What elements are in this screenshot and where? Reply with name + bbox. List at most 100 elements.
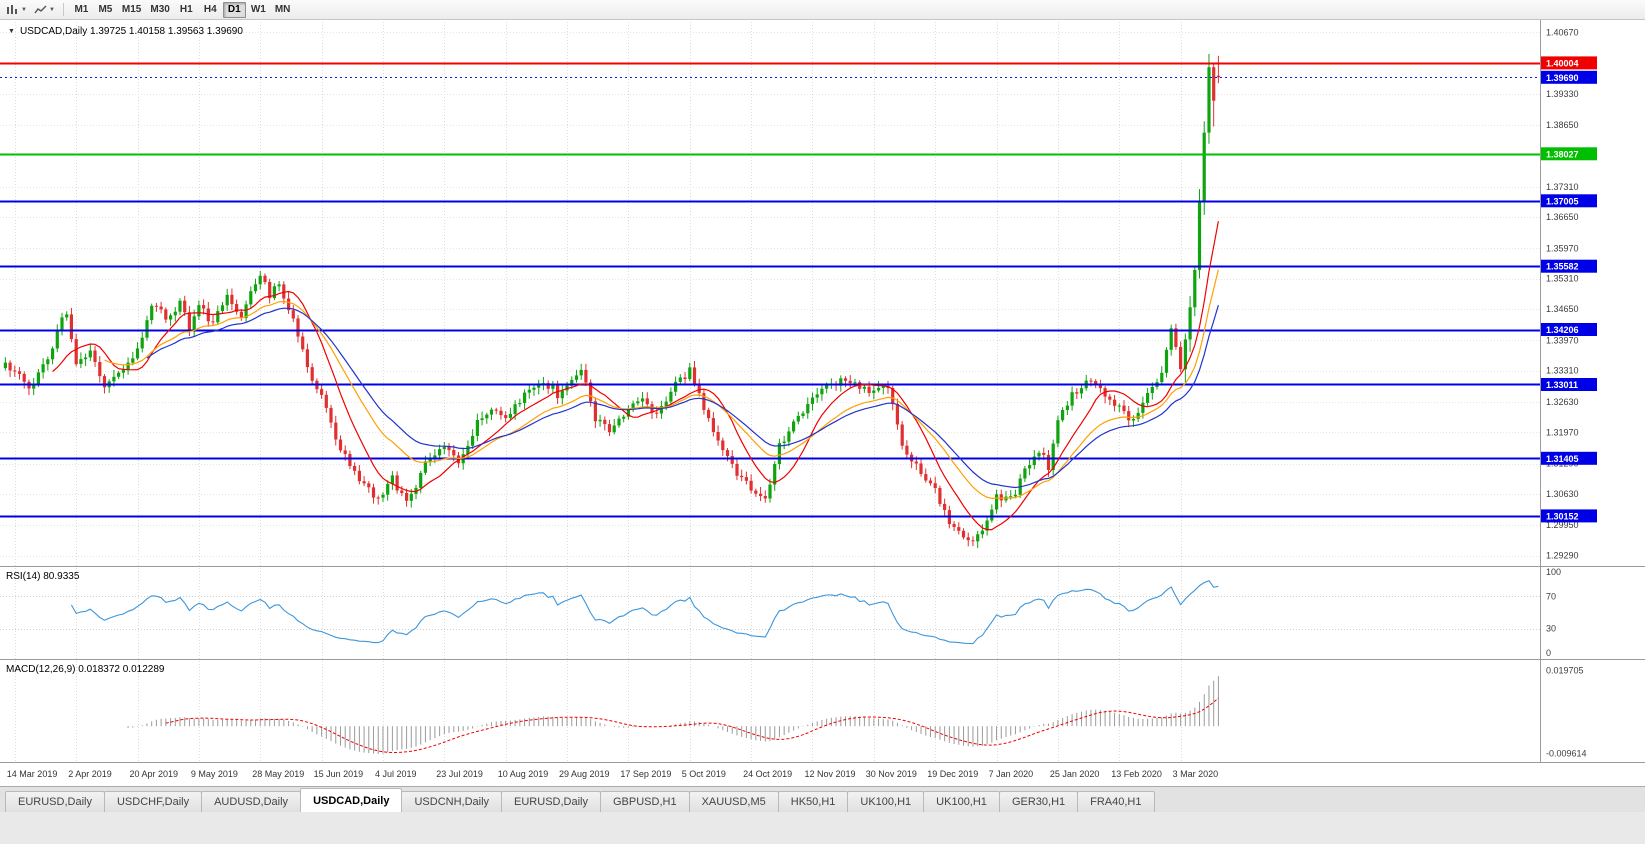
svg-text:29 Aug 2019: 29 Aug 2019	[559, 769, 610, 779]
svg-text:1.38650: 1.38650	[1546, 120, 1579, 130]
svg-text:▼: ▼	[8, 28, 15, 35]
timeframe-button-mn[interactable]: MN	[274, 4, 291, 15]
chart-window[interactable]: 1.40670 1.39330 1.38650 1.37310 1.36650 1.359…	[0, 20, 1645, 786]
chart-tab-4-usdcnh-daily[interactable]: USDCNH,Daily	[401, 791, 503, 812]
timeframe-button-m15[interactable]: M15	[121, 4, 142, 15]
svg-text:12 Nov 2019: 12 Nov 2019	[805, 769, 856, 779]
chevron-down-icon: ▼	[48, 6, 55, 13]
timeframe-button-h1[interactable]: H1	[179, 4, 193, 15]
svg-text:1.39330: 1.39330	[1546, 89, 1579, 99]
svg-text:1.33310: 1.33310	[1546, 366, 1579, 376]
svg-text:0: 0	[1546, 648, 1551, 658]
toolbar-separator	[62, 3, 64, 16]
candlestick-chart-icon	[7, 4, 17, 14]
svg-text:30 Nov 2019: 30 Nov 2019	[866, 769, 917, 779]
hline-price-label: 1.30152	[1541, 509, 1597, 523]
svg-text:23 Jul 2019: 23 Jul 2019	[436, 769, 483, 779]
chevron-down-icon: ▼	[21, 6, 27, 13]
hline-price-label: 1.35582	[1541, 259, 1597, 273]
svg-text:1.35582: 1.35582	[1546, 262, 1579, 272]
svg-text:13 Feb 2020: 13 Feb 2020	[1111, 769, 1162, 779]
chart-tabs-bar: EURUSD,Daily USDCHF,Daily AUDUSD,Daily USDC…	[0, 786, 1645, 812]
timeframe-button-w1[interactable]: W1	[250, 4, 266, 15]
rsi-label: RSI(14) 80.9335	[6, 571, 80, 582]
svg-text:1.37310: 1.37310	[1546, 182, 1579, 192]
svg-text:1.31405: 1.31405	[1546, 454, 1579, 464]
chart-tab-3-usdcad-daily[interactable]: USDCAD,Daily	[300, 788, 403, 812]
svg-text:1.34206: 1.34206	[1546, 325, 1579, 335]
chart-tab-8-hk50-h1[interactable]: HK50,H1	[777, 791, 849, 812]
svg-text:14 Mar 2019: 14 Mar 2019	[7, 769, 58, 779]
hline-price-label: 1.37005	[1541, 194, 1597, 208]
svg-text:1.39690: 1.39690	[1546, 73, 1579, 83]
svg-text:1.30630: 1.30630	[1546, 489, 1579, 499]
timeframe-button-d1[interactable]: D1	[222, 1, 246, 18]
chart-type-button[interactable]: ▼	[3, 2, 30, 18]
svg-text:10 Aug 2019: 10 Aug 2019	[498, 769, 549, 779]
macd-signal-line	[165, 697, 1219, 753]
chart-tab-6-gbpusd-h1[interactable]: GBPUSD,H1	[600, 791, 690, 812]
timeframe-button-m5[interactable]: M5	[98, 4, 113, 15]
svg-text:1.33970: 1.33970	[1546, 335, 1579, 345]
timeframe-button-m1[interactable]: M1	[74, 4, 89, 15]
chart-tab-9-uk100-h1[interactable]: UK100,H1	[847, 791, 925, 812]
svg-text:1.29950: 1.29950	[1546, 520, 1579, 530]
svg-text:4 Jul 2019: 4 Jul 2019	[375, 769, 417, 779]
svg-text:30: 30	[1546, 624, 1556, 634]
price-axis[interactable]: 1.40670 1.39330 1.38650 1.37310 1.36650 1.359…	[1540, 20, 1598, 762]
chart-tab-2-audusd-daily[interactable]: AUDUSD,Daily	[201, 791, 302, 812]
svg-text:100: 100	[1546, 567, 1561, 577]
chart-title: ▼ USDCAD,Daily 1.39725 1.40158 1.39563 1.…	[8, 26, 243, 37]
svg-text:9 May 2019: 9 May 2019	[191, 769, 238, 779]
hline-price-label: 1.33011	[1541, 378, 1597, 391]
hline-price-label: 1.34206	[1541, 323, 1597, 336]
timeframe-button-m30[interactable]: M30	[150, 4, 170, 15]
svg-text:1.40004: 1.40004	[1546, 58, 1579, 68]
chart-tab-5-eurusd-daily[interactable]: EURUSD,Daily	[501, 791, 601, 812]
chart-tab-7-xauusd-m5[interactable]: XAUUSD,M5	[688, 791, 779, 812]
macd-panel: 0.019705 -0.009614 MACD(12,26,9) 0.018372 …	[6, 664, 1587, 759]
rsi-panel: 100 70 30 0 RSI(14) 80.9335	[0, 567, 1561, 658]
chart-tab-1-usdchf-daily[interactable]: USDCHF,Daily	[103, 791, 203, 812]
svg-text:1.33011: 1.33011	[1546, 380, 1578, 390]
line-chart-icon	[34, 5, 47, 13]
macd-label: MACD(12,26,9) 0.018372 0.012289	[6, 664, 165, 675]
svg-text:7 Jan 2020: 7 Jan 2020	[989, 769, 1034, 779]
chart-tab-12-fra40-h1[interactable]: FRA40,H1	[1077, 791, 1155, 812]
svg-text:1.29290: 1.29290	[1546, 551, 1579, 561]
chart-tab-11-ger30-h1[interactable]: GER30,H1	[998, 791, 1079, 812]
svg-text:0.019705: 0.019705	[1546, 665, 1584, 675]
svg-text:17 Sep 2019: 17 Sep 2019	[620, 769, 671, 779]
timeframe-button-h4[interactable]: H4	[203, 4, 217, 15]
hline-price-label: 1.38027	[1541, 147, 1597, 161]
date-axis[interactable]: 14 Mar 2019 2 Apr 2019 20 Apr 2019 9 May 20…	[7, 769, 1218, 779]
svg-text:USDCAD,Daily 1.39725 1.40158 1: USDCAD,Daily 1.39725 1.40158 1.39563 1.3…	[20, 26, 243, 37]
svg-text:70: 70	[1546, 591, 1556, 601]
svg-text:1.32630: 1.32630	[1546, 397, 1579, 407]
svg-text:2 Apr 2019: 2 Apr 2019	[68, 769, 112, 779]
svg-text:1.37005: 1.37005	[1546, 196, 1579, 206]
svg-text:1.36650: 1.36650	[1546, 212, 1579, 222]
svg-text:1.34650: 1.34650	[1546, 304, 1579, 314]
indicator-menu-button[interactable]: ▼	[31, 2, 58, 18]
bottom-filler	[0, 812, 1645, 844]
svg-text:19 Dec 2019: 19 Dec 2019	[927, 769, 978, 779]
svg-text:25 Jan 2020: 25 Jan 2020	[1050, 769, 1100, 779]
grid	[0, 22, 1540, 762]
svg-text:3 Mar 2020: 3 Mar 2020	[1173, 769, 1219, 779]
svg-text:1.35310: 1.35310	[1546, 274, 1579, 284]
svg-text:20 Apr 2019: 20 Apr 2019	[130, 769, 179, 779]
svg-text:1.35970: 1.35970	[1546, 243, 1579, 253]
chart-tab-10-uk100-h1[interactable]: UK100,H1	[923, 791, 1000, 812]
ma-21-line	[104, 269, 1219, 500]
svg-text:1.38027: 1.38027	[1546, 149, 1579, 159]
svg-text:1.30152: 1.30152	[1546, 511, 1579, 521]
horizontal-lines[interactable]	[0, 62, 1540, 518]
chart-canvas[interactable]: 1.40670 1.39330 1.38650 1.37310 1.36650 1.359…	[0, 20, 1645, 786]
svg-text:1.40670: 1.40670	[1546, 27, 1579, 37]
timeframe-toolbar: ▼ ▼ M1 M5 M15 M30 H1 H4 D1 W1 MN	[0, 0, 1645, 20]
chart-tab-0-eurusd-daily[interactable]: EURUSD,Daily	[5, 791, 105, 812]
svg-text:5 Oct 2019: 5 Oct 2019	[682, 769, 726, 779]
svg-text:24 Oct 2019: 24 Oct 2019	[743, 769, 792, 779]
ma-30-line	[146, 305, 1219, 489]
